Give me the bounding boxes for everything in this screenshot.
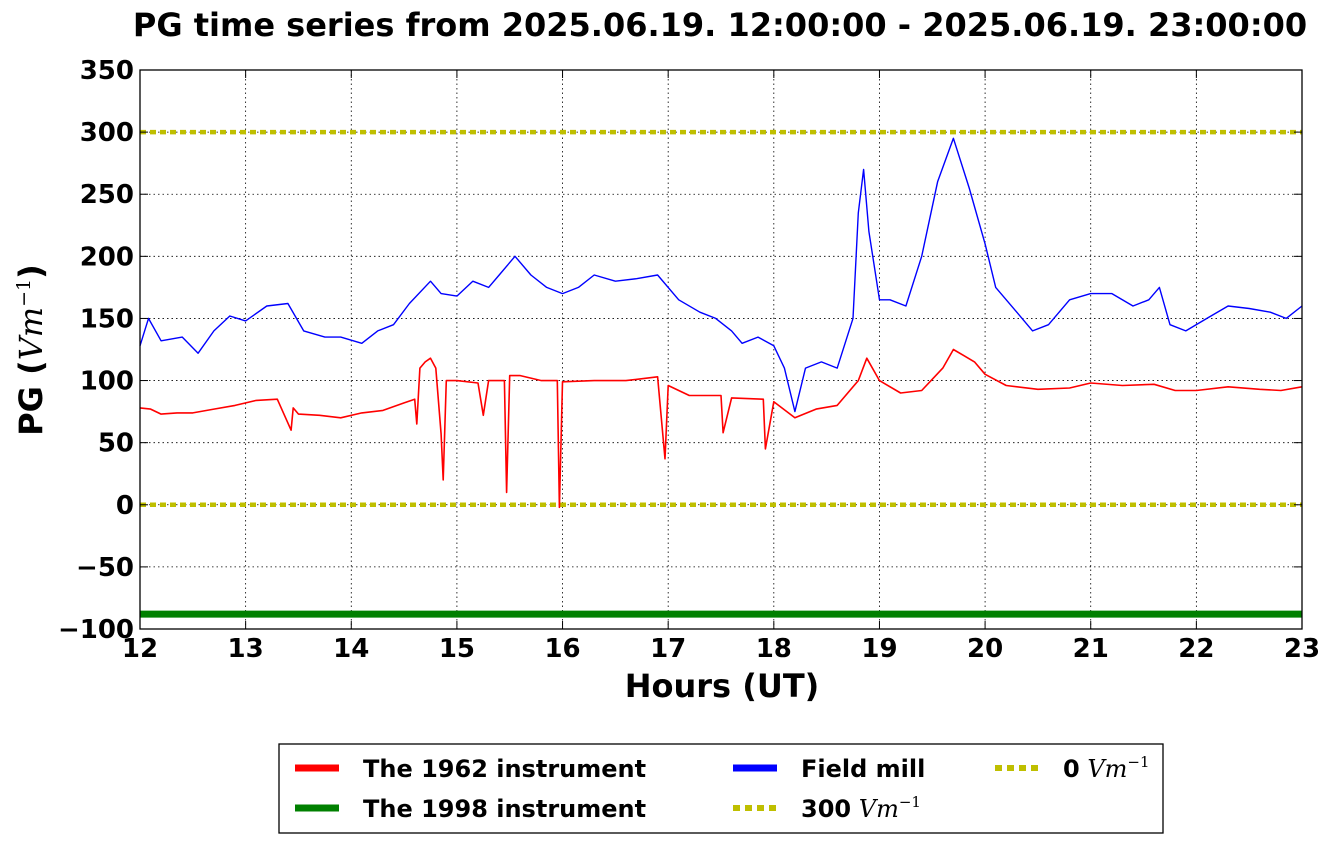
legend-label-text: 0	[1063, 755, 1080, 783]
legend-items: The 1962 instrument The 1998 instrument Fi…	[295, 753, 1150, 823]
y-tick-label: 350	[80, 56, 134, 86]
series-line-the-1962-instrument	[139, 348, 1303, 509]
y-axis-label-exponent: −1	[13, 279, 35, 307]
y-axis-label-unit: Vm	[12, 307, 50, 360]
x-tick-label: 21	[1073, 634, 1109, 664]
x-tick-label: 15	[439, 634, 475, 664]
grid-layer	[139, 69, 1303, 630]
x-tick-label: 16	[544, 634, 580, 664]
legend-frame	[278, 743, 1164, 834]
x-tick-label: 22	[1178, 634, 1214, 664]
legend-label-text: Field mill	[801, 755, 925, 783]
x-tick-label: 20	[967, 634, 1003, 664]
legend-label-text: The 1998 instrument	[363, 795, 646, 823]
chart-title: PG time series from 2025.06.19. 12:00:00…	[133, 6, 1307, 44]
y-axis-label-prefix: PG (	[12, 360, 50, 435]
y-tick-label: 250	[80, 180, 134, 210]
legend-label-exponent: −1	[899, 793, 921, 811]
legend-label: Field mill	[801, 755, 925, 783]
series-layer	[139, 137, 1303, 618]
y-tick-label: 150	[80, 304, 134, 334]
y-axis-label: PG (Vm−1)	[12, 264, 50, 436]
legend-label: 0 Vm−1	[1063, 753, 1150, 783]
x-tick-label: 18	[756, 634, 792, 664]
y-tick-label: 200	[80, 242, 134, 272]
y-axis-ticks: 350 300 250 200 150 100 50 0 −50 −100	[58, 56, 1302, 645]
legend-label-text: 300	[801, 795, 851, 823]
x-tick-label: 19	[861, 634, 897, 664]
legend-label: The 1998 instrument	[363, 795, 646, 823]
y-tick-label: −100	[58, 615, 134, 645]
legend-label: 300 Vm−1	[801, 793, 921, 823]
legend-label: The 1962 instrument	[363, 755, 646, 783]
legend: The 1962 instrument The 1998 instrument Fi…	[278, 743, 1164, 834]
y-tick-label: 300	[80, 118, 134, 148]
y-tick-label: 0	[116, 491, 134, 521]
plot-frame	[139, 69, 1303, 630]
legend-label-unit: Vm	[851, 795, 899, 823]
legend-label-exponent: −1	[1127, 753, 1149, 771]
x-tick-label: 14	[333, 634, 369, 664]
x-tick-label: 12	[122, 634, 158, 664]
y-axis-label-suffix: )	[12, 264, 50, 279]
x-tick-label: 23	[1284, 634, 1320, 664]
legend-label-unit: Vm	[1080, 755, 1128, 783]
reference-lines-layer	[140, 129, 1302, 508]
x-tick-label: 17	[650, 634, 686, 664]
x-axis-label: Hours (UT)	[625, 667, 820, 705]
y-tick-label: 50	[98, 429, 134, 459]
x-tick-label: 13	[228, 634, 264, 664]
x-axis-ticks: 12 13 14 15 16 17 18 19 20 21 22 23	[122, 70, 1320, 664]
legend-label-text: The 1962 instrument	[363, 755, 646, 783]
series-line-field-mill	[139, 137, 1303, 413]
y-tick-label: −50	[76, 553, 134, 583]
y-tick-label: 100	[80, 367, 134, 397]
